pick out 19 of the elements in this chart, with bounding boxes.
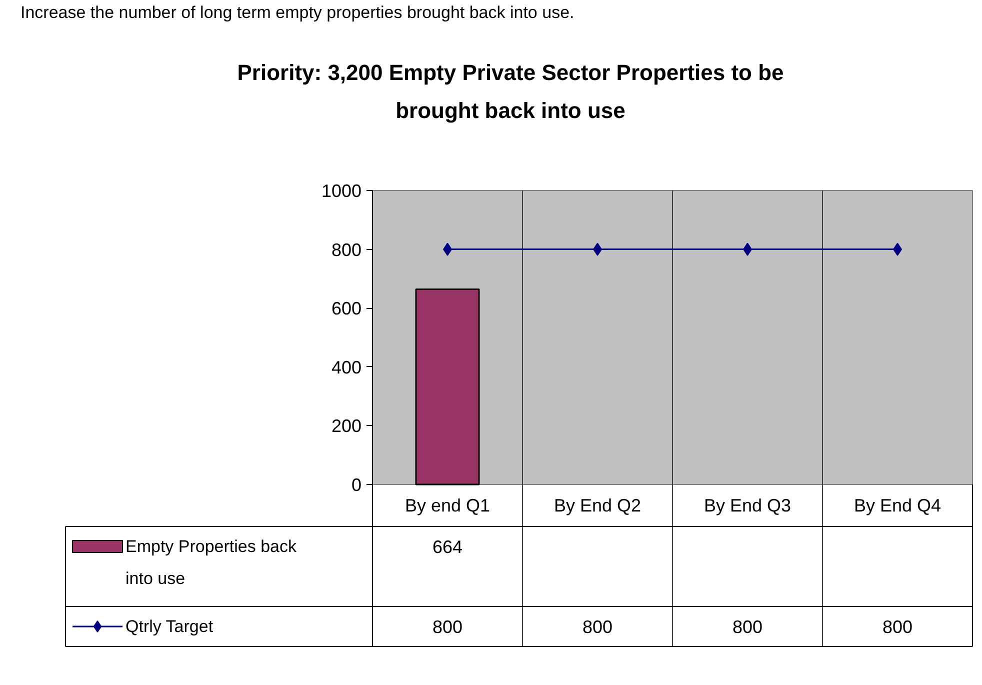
chart-title: Priority: 3,200 Empty Private Sector Properties to be brought back into use: [237, 60, 784, 123]
x-tick-label: By end Q1: [404, 496, 490, 516]
y-tick-label: 0: [351, 475, 362, 495]
data-label: 800: [882, 617, 913, 637]
y-tick-label: 800: [331, 240, 362, 260]
x-tick-label: By End Q3: [704, 496, 792, 516]
x-tick-label: By End Q2: [554, 496, 642, 516]
legend-label: Qtrly Target: [126, 617, 214, 636]
data-label: 664: [432, 537, 463, 557]
y-tick-label: 1000: [321, 181, 362, 201]
x-tick-label: By End Q4: [854, 496, 942, 516]
y-tick-label: 400: [331, 357, 362, 378]
y-tick-label: 200: [331, 416, 362, 436]
legend-label: Empty Properties back into use: [126, 537, 298, 588]
data-label: 800: [432, 617, 463, 637]
text: Increase the number of long term empty properties brought back into use.: [20, 3, 574, 22]
y-tick-label: 600: [331, 298, 362, 319]
data-label: 800: [582, 617, 613, 637]
data-label: 800: [732, 617, 763, 637]
